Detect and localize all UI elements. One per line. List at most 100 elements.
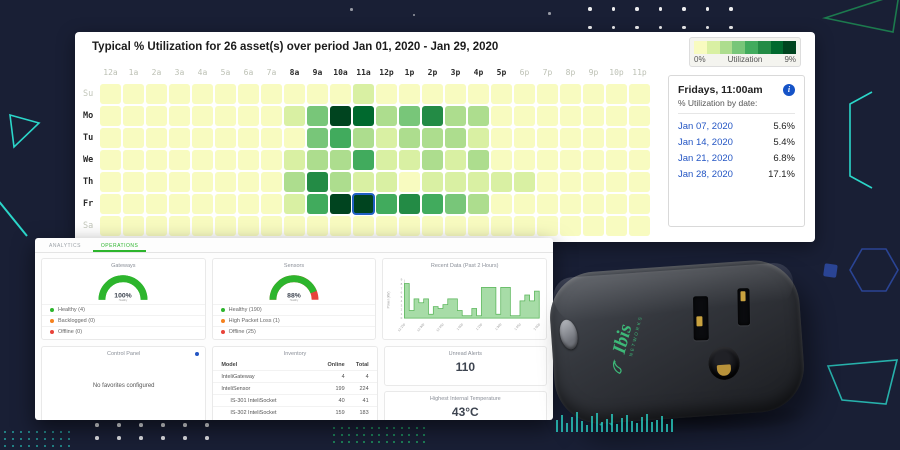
heatmap-cell[interactable] [307,194,328,214]
heatmap-cell[interactable] [123,216,144,236]
heatmap-cell[interactable] [238,194,259,214]
heatmap-cell[interactable] [169,194,190,214]
date-link[interactable]: Jan 28, 2020 [678,168,733,180]
tab-operations[interactable]: OPERATIONS [92,239,147,252]
heatmap-cell[interactable] [192,150,213,170]
heatmap-cell[interactable] [422,84,443,104]
heatmap-cell[interactable] [284,128,305,148]
heatmap-cell[interactable] [445,128,466,148]
heatmap-cell[interactable] [353,172,374,192]
heatmap-cell[interactable] [560,106,581,126]
heatmap-cell[interactable] [399,84,420,104]
heatmap-cell[interactable] [215,106,236,126]
heatmap-cell[interactable] [445,106,466,126]
heatmap-cell[interactable] [146,84,167,104]
heatmap-cell[interactable] [445,84,466,104]
heatmap-cell[interactable] [261,106,282,126]
heatmap-cell[interactable] [606,194,627,214]
heatmap-cell[interactable] [284,84,305,104]
heatmap-cell[interactable] [192,172,213,192]
heatmap-cell[interactable] [583,216,604,236]
heatmap-cell[interactable] [629,172,650,192]
heatmap-cell[interactable] [468,84,489,104]
heatmap-cell[interactable] [376,84,397,104]
heatmap-cell[interactable] [606,150,627,170]
heatmap-cell[interactable] [560,150,581,170]
heatmap-cell[interactable] [445,216,466,236]
heatmap-cell[interactable] [399,216,420,236]
heatmap-cell[interactable] [169,172,190,192]
info-icon[interactable]: i [783,84,795,96]
heatmap-cell[interactable] [192,216,213,236]
heatmap-cell[interactable] [629,128,650,148]
heatmap-cell[interactable] [491,106,512,126]
heatmap-cell[interactable] [606,172,627,192]
heatmap-cell[interactable] [537,150,558,170]
heatmap-cell[interactable] [192,194,213,214]
heatmap-cell[interactable] [422,128,443,148]
heatmap-cell[interactable] [491,172,512,192]
heatmap-cell[interactable] [307,216,328,236]
heatmap-cell[interactable] [468,172,489,192]
heatmap-cell[interactable] [399,150,420,170]
heatmap-cell[interactable] [560,194,581,214]
heatmap-cell[interactable] [468,150,489,170]
heatmap-cell[interactable] [583,84,604,104]
heatmap-cell[interactable] [560,84,581,104]
heatmap-cell[interactable] [583,194,604,214]
heatmap-cell[interactable] [307,84,328,104]
heatmap-cell[interactable] [261,216,282,236]
heatmap-cell[interactable] [100,194,121,214]
heatmap-cell[interactable] [353,106,374,126]
heatmap-cell[interactable] [353,84,374,104]
heatmap-cell[interactable] [606,216,627,236]
heatmap-cell[interactable] [399,106,420,126]
heatmap-cell[interactable] [422,172,443,192]
heatmap-cell[interactable] [192,106,213,126]
heatmap-cell[interactable] [445,172,466,192]
heatmap-cell[interactable] [376,128,397,148]
heatmap-cell[interactable] [376,106,397,126]
heatmap-cell[interactable] [284,150,305,170]
heatmap-cell[interactable] [468,216,489,236]
heatmap-cell[interactable] [606,106,627,126]
heatmap-cell[interactable] [169,216,190,236]
heatmap-cell[interactable] [514,150,535,170]
heatmap-cell[interactable] [123,128,144,148]
heatmap-cell[interactable] [537,106,558,126]
heatmap-cell[interactable] [284,194,305,214]
heatmap-cell[interactable] [100,150,121,170]
heatmap-cell[interactable] [169,128,190,148]
heatmap-cell[interactable] [238,150,259,170]
heatmap-cell[interactable] [560,216,581,236]
heatmap-cell[interactable] [146,128,167,148]
heatmap-cell[interactable] [376,216,397,236]
heatmap-cell[interactable] [169,150,190,170]
heatmap-cell[interactable] [146,216,167,236]
heatmap-cell[interactable] [606,128,627,148]
heatmap-cell[interactable] [215,194,236,214]
heatmap-cell[interactable] [215,172,236,192]
heatmap-cell[interactable] [491,216,512,236]
heatmap-cell[interactable] [491,150,512,170]
heatmap-cell[interactable] [330,172,351,192]
heatmap-cell[interactable] [629,194,650,214]
heatmap-cell[interactable] [514,106,535,126]
heatmap-cell[interactable] [169,84,190,104]
heatmap-cell[interactable] [123,172,144,192]
heatmap-cell[interactable] [376,172,397,192]
heatmap-cell[interactable] [353,128,374,148]
heatmap-cell[interactable] [100,128,121,148]
heatmap-cell[interactable] [261,150,282,170]
heatmap-cell[interactable] [261,172,282,192]
heatmap-cell[interactable] [169,106,190,126]
heatmap-cell[interactable] [215,128,236,148]
heatmap-cell[interactable] [330,216,351,236]
heatmap-cell[interactable] [123,150,144,170]
heatmap-cell[interactable] [238,84,259,104]
heatmap-cell[interactable] [422,150,443,170]
heatmap-cell[interactable] [537,128,558,148]
date-link[interactable]: Jan 21, 2020 [678,152,733,164]
heatmap-cell[interactable] [514,172,535,192]
heatmap-cell[interactable] [146,150,167,170]
